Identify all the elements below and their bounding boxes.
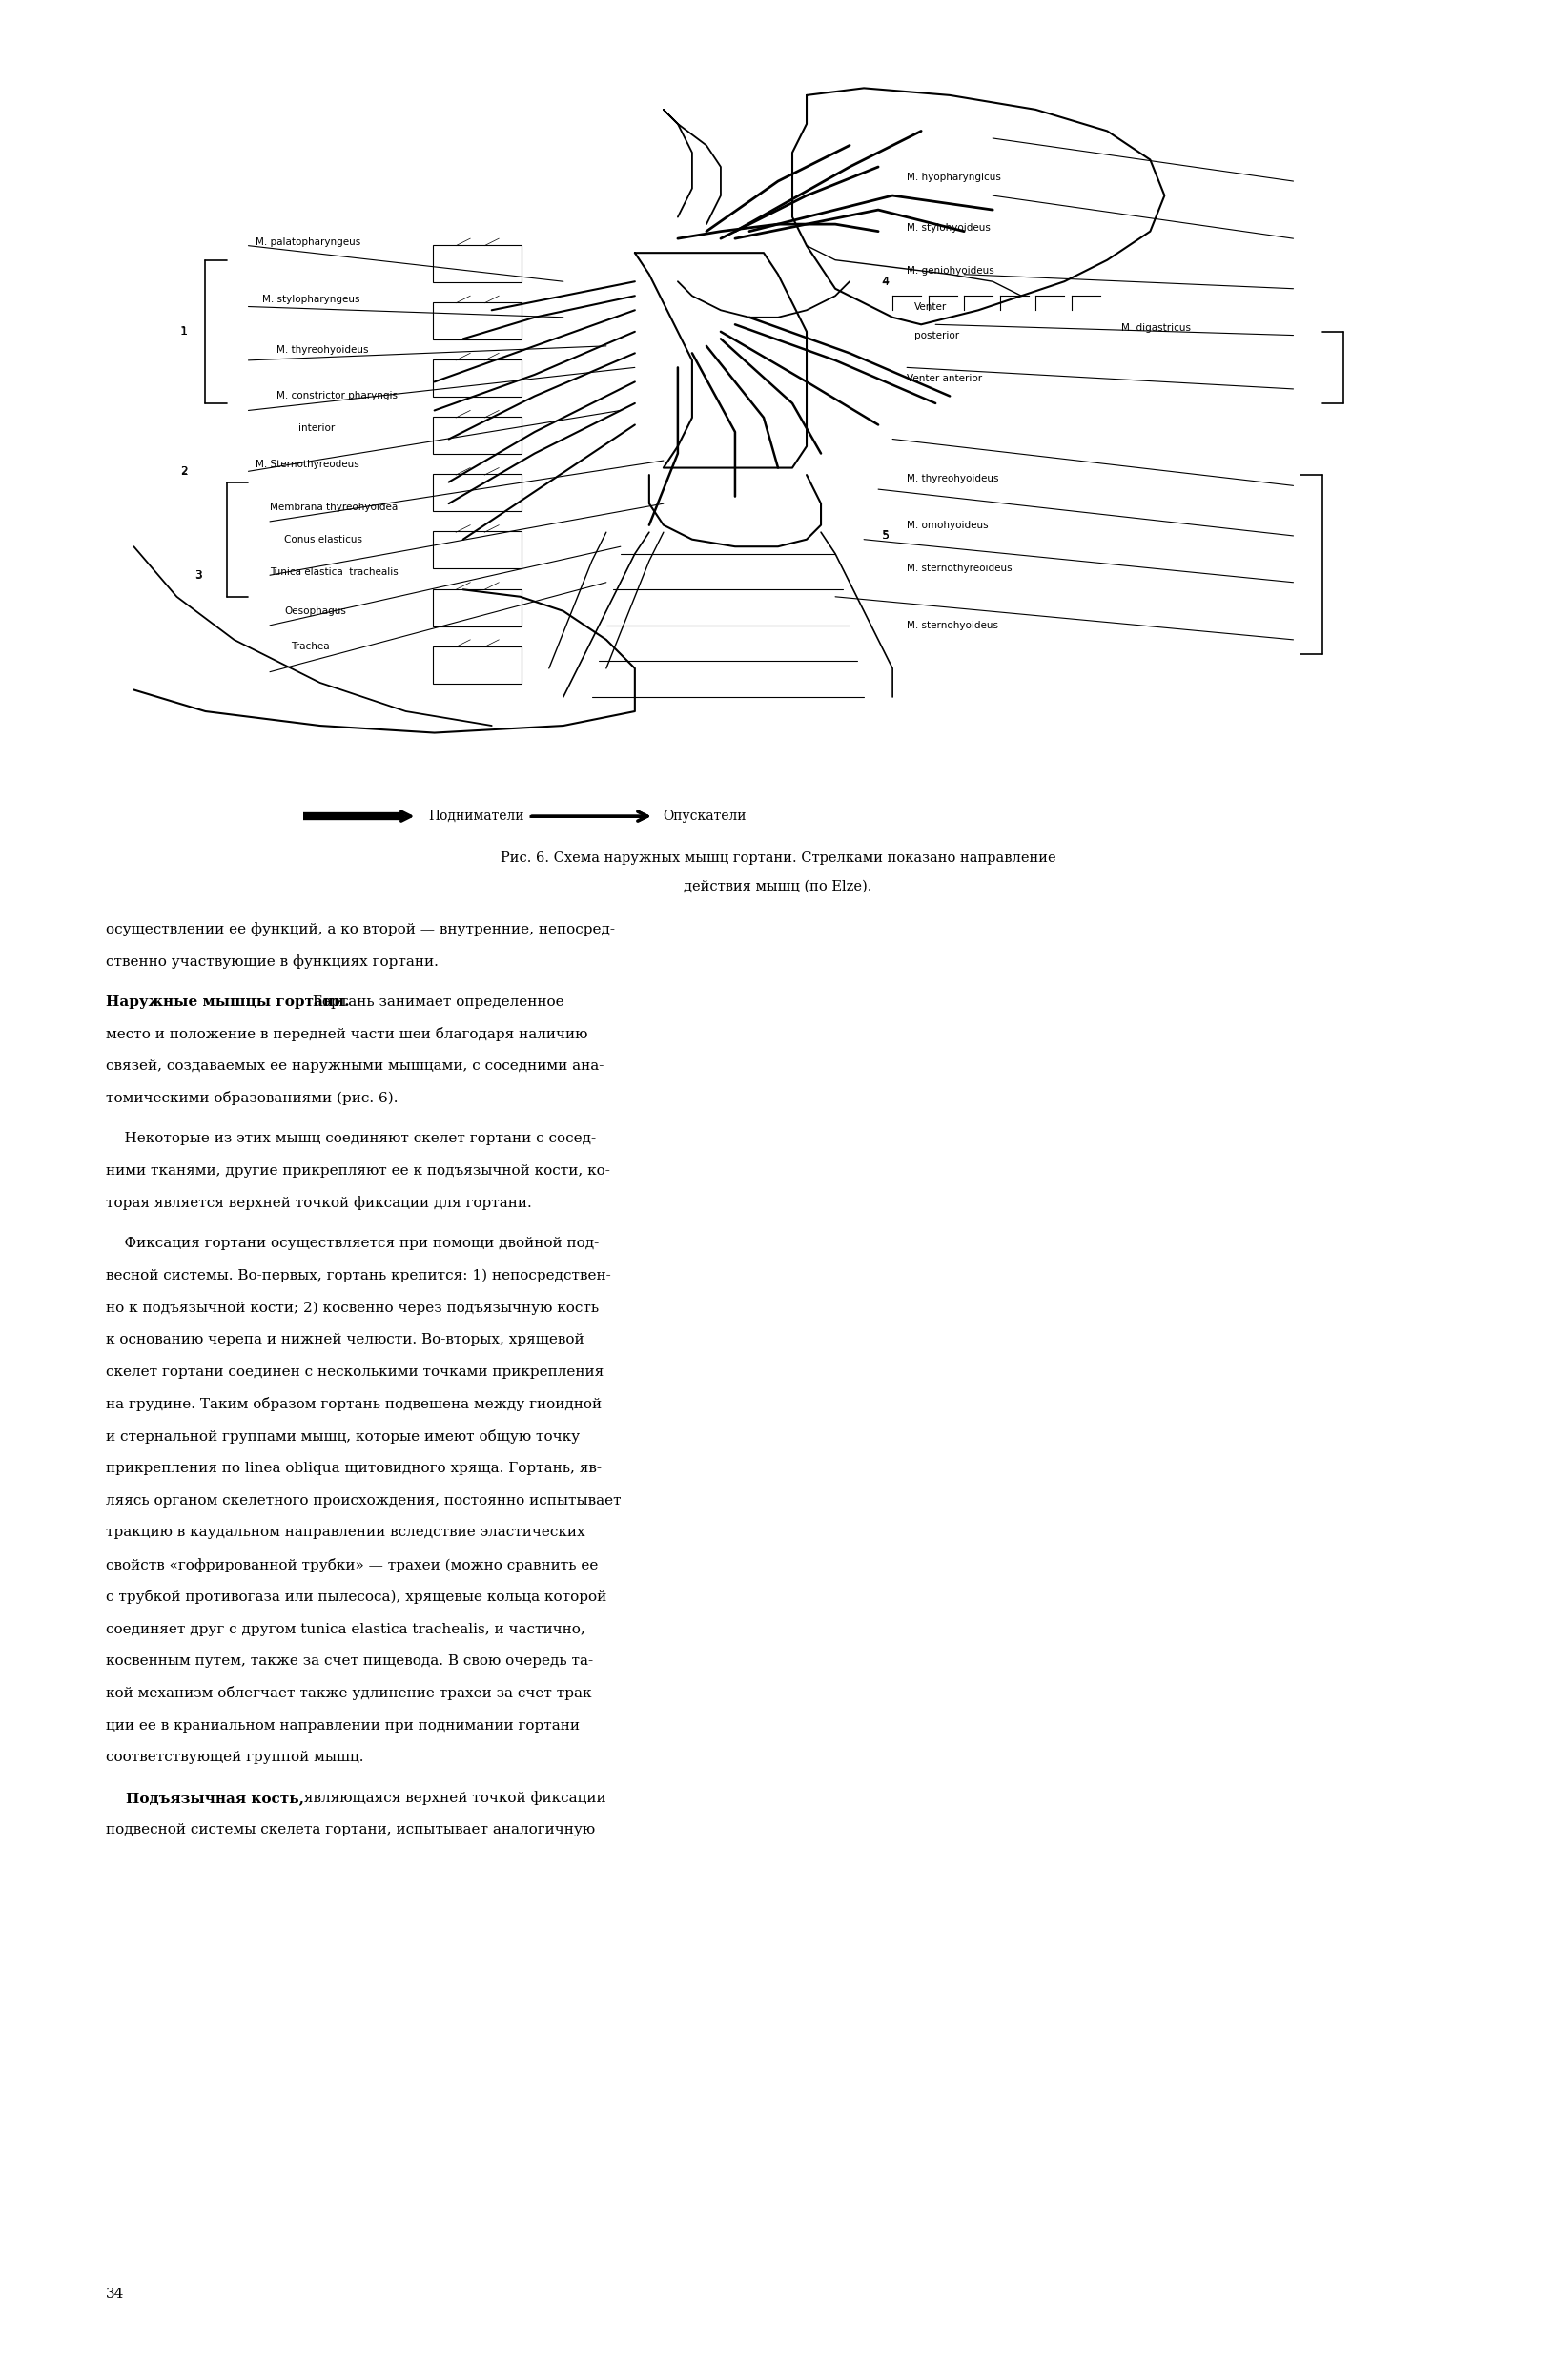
Text: являющаяся верхней точкой фиксации: являющаяся верхней точкой фиксации (299, 1792, 605, 1804)
Text: interior: interior (299, 424, 335, 433)
Text: M. sternothyreoideus: M. sternothyreoideus (907, 564, 1013, 574)
Text: 1: 1 (180, 326, 188, 338)
FancyBboxPatch shape (433, 302, 521, 340)
Text: 2: 2 (180, 464, 188, 478)
Text: Membrana thyreohyoidea: Membrana thyreohyoidea (269, 502, 398, 512)
Text: соединяет друг с другом tunica elastica trachealis, и частично,: соединяет друг с другом tunica elastica … (106, 1623, 585, 1635)
Text: ственно участвующие в функциях гортани.: ственно участвующие в функциях гортани. (106, 954, 439, 969)
Text: Conus elasticus: Conus elasticus (285, 536, 363, 545)
Text: 5: 5 (882, 531, 888, 543)
Text: M. thyreohyoideus: M. thyreohyoideus (907, 474, 999, 483)
Text: 2: 2 (180, 466, 187, 476)
Text: Фиксация гортани осуществляется при помощи двойной под-: Фиксация гортани осуществляется при помо… (106, 1238, 599, 1250)
Text: осуществлении ее функций, а ко второй — внутренние, непосред-: осуществлении ее функций, а ко второй — … (106, 923, 615, 935)
Text: но к подъязычной кости; 2) косвенно через подъязычную кость: но к подъязычной кости; 2) косвенно чере… (106, 1302, 599, 1314)
Text: Опускатели: Опускатели (663, 809, 747, 823)
FancyBboxPatch shape (433, 588, 521, 626)
Text: Trachea: Trachea (291, 643, 330, 652)
Text: M. constrictor pharyngis: M. constrictor pharyngis (277, 390, 398, 400)
FancyBboxPatch shape (433, 416, 521, 455)
Text: свойств «гофрированной трубки» — трахеи (можно сравнить ее: свойств «гофрированной трубки» — трахеи … (106, 1557, 598, 1573)
Text: Tunica elastica  trachealis: Tunica elastica trachealis (269, 566, 398, 576)
Text: скелет гортани соединен с несколькими точками прикрепления: скелет гортани соединен с несколькими то… (106, 1366, 604, 1378)
Text: на грудине. Таким образом гортань подвешена между гиоидной: на грудине. Таким образом гортань подвеш… (106, 1397, 602, 1411)
Text: Подъязычная кость,: Подъязычная кость, (106, 1792, 303, 1804)
Text: M. thyreohyoideus: M. thyreohyoideus (277, 345, 369, 355)
Text: M. omohyoideus: M. omohyoideus (907, 521, 988, 531)
Text: связей, создаваемых ее наружными мышцами, с соседними ана-: связей, создаваемых ее наружными мышцами… (106, 1059, 604, 1073)
Text: 1: 1 (180, 326, 187, 336)
Text: и стернальной группами мышц, которые имеют общую точку: и стернальной группами мышц, которые име… (106, 1428, 580, 1445)
Text: Некоторые из этих мышц соединяют скелет гортани с сосед-: Некоторые из этих мышц соединяют скелет … (106, 1133, 596, 1145)
Text: Venter anterior: Venter anterior (907, 374, 982, 383)
Text: Подниматели: Подниматели (428, 809, 524, 823)
Text: ции ее в краниальном направлении при поднимании гортани: ции ее в краниальном направлении при под… (106, 1718, 580, 1733)
Text: томическими образованиями (рис. 6).: томическими образованиями (рис. 6). (106, 1090, 398, 1107)
Text: ними тканями, другие прикрепляют ее к подъязычной кости, ко-: ними тканями, другие прикрепляют ее к по… (106, 1164, 610, 1178)
Text: ляясь органом скелетного происхождения, постоянно испытывает: ляясь органом скелетного происхождения, … (106, 1495, 621, 1507)
FancyBboxPatch shape (433, 474, 521, 512)
Text: M. hyopharyngicus: M. hyopharyngicus (907, 174, 1001, 183)
Text: Гортань занимает определенное: Гортань занимает определенное (308, 995, 565, 1009)
Text: прикрепления по linea obliqua щитовидного хряща. Гортань, яв-: прикрепления по linea obliqua щитовидног… (106, 1461, 602, 1476)
Text: Наружные мышцы гортани.: Наружные мышцы гортани. (106, 995, 350, 1009)
Text: 4: 4 (882, 276, 888, 286)
Text: M. digastricus: M. digastricus (1122, 324, 1192, 333)
Text: M. stylohyoideus: M. stylohyoideus (907, 224, 991, 233)
Text: 3: 3 (194, 569, 202, 581)
Text: M. stylopharyngeus: M. stylopharyngeus (263, 295, 361, 305)
Text: тракцию в каудальном направлении вследствие эластических: тракцию в каудальном направлении вследст… (106, 1526, 585, 1540)
Text: место и положение в передней части шеи благодаря наличию: место и положение в передней части шеи б… (106, 1026, 588, 1042)
Text: 5: 5 (882, 531, 888, 540)
FancyBboxPatch shape (433, 245, 521, 283)
Text: к основанию черепа и нижней челюсти. Во-вторых, хрящевой: к основанию черепа и нижней челюсти. Во-… (106, 1333, 584, 1347)
Text: Рис. 6. Схема наружных мышц гортани. Стрелками показано направление: Рис. 6. Схема наружных мышц гортани. Стр… (499, 852, 1057, 864)
Text: подвесной системы скелета гортани, испытывает аналогичную: подвесной системы скелета гортани, испыт… (106, 1823, 594, 1837)
FancyBboxPatch shape (433, 645, 521, 683)
Text: M. geniohyoideus: M. geniohyoideus (907, 267, 994, 276)
Text: M. palatopharyngeus: M. palatopharyngeus (255, 238, 361, 248)
Text: соответствующей группой мышц.: соответствующей группой мышц. (106, 1752, 364, 1764)
Text: 4: 4 (882, 276, 888, 288)
Text: торая является верхней точкой фиксации для гортани.: торая является верхней точкой фиксации д… (106, 1197, 532, 1209)
FancyBboxPatch shape (433, 531, 521, 569)
Text: косвенным путем, также за счет пищевода. В свою очередь та-: косвенным путем, также за счет пищевода.… (106, 1654, 593, 1668)
Text: Venter: Venter (913, 302, 946, 312)
Text: 3: 3 (194, 571, 202, 581)
FancyBboxPatch shape (433, 359, 521, 397)
Text: M. Sternothyreodeus: M. Sternothyreodeus (255, 459, 359, 469)
Text: с трубкой противогаза или пылесоса), хрящевые кольца которой: с трубкой противогаза или пылесоса), хря… (106, 1590, 607, 1604)
Text: действия мышц (по Elze).: действия мышц (по Elze). (685, 881, 871, 892)
Text: Oesophagus: Oesophagus (285, 607, 345, 616)
Text: M. sternohyoideus: M. sternohyoideus (907, 621, 999, 631)
Text: posterior: posterior (913, 331, 958, 340)
Text: кой механизм облегчает также удлинение трахеи за счет трак-: кой механизм облегчает также удлинение т… (106, 1685, 596, 1702)
Text: весной системы. Во-первых, гортань крепится: 1) непосредствен-: весной системы. Во-первых, гортань крепи… (106, 1269, 612, 1283)
Text: 34: 34 (106, 2287, 124, 2301)
